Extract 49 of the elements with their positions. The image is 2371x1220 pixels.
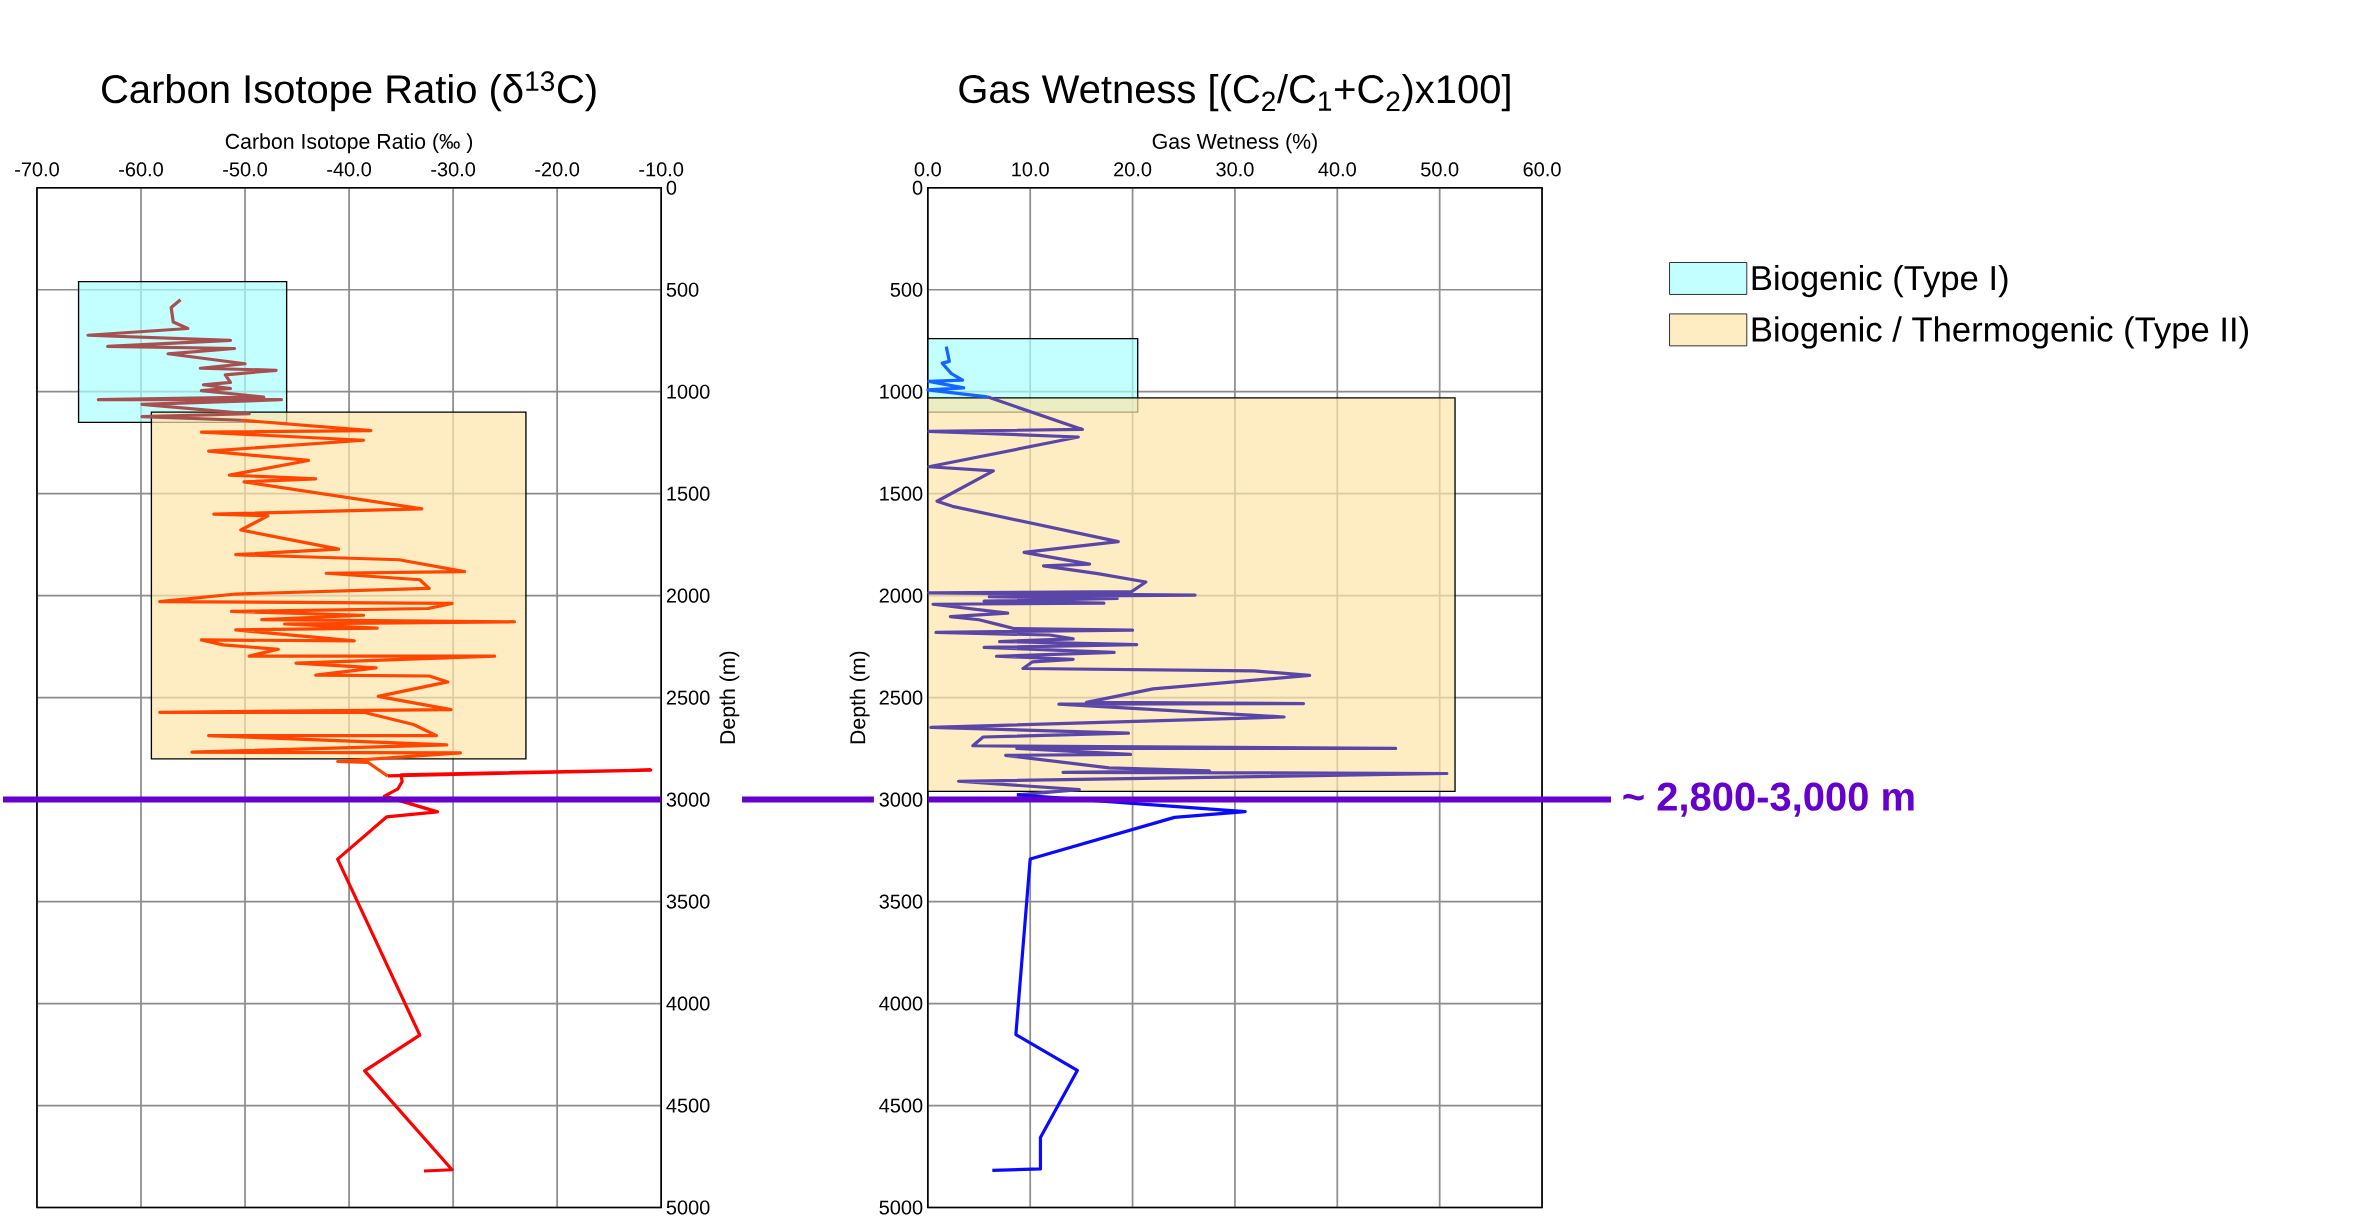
y-tick-label: 1000: [667, 384, 710, 399]
line-series: [86, 297, 284, 422]
line-series: [990, 793, 1247, 1172]
x-tick-label: 0.0: [914, 162, 941, 177]
x-axis-title: Gas Wetness (%): [1152, 133, 1317, 153]
x-tick-label: 30.0: [1216, 162, 1254, 177]
x-tick-label: -40.0: [327, 162, 372, 177]
y-tick-label: 3500: [879, 894, 923, 909]
x-tick-label: 10.0: [1012, 162, 1049, 177]
x-tick-label: -30.0: [431, 162, 476, 177]
y-tick-label: 5000: [666, 1200, 710, 1215]
y-tick-label: 4500: [666, 1098, 710, 1113]
y-tick-label: 500: [890, 282, 923, 297]
y-tick-label: 4500: [879, 1098, 923, 1113]
y-tick-label: 1500: [667, 486, 710, 501]
y-tick-label: 2000: [879, 588, 923, 603]
line-series: [336, 768, 653, 1173]
y-tick-label: 3500: [666, 894, 710, 909]
y-tick-label: 500: [666, 282, 699, 297]
y-tick-label: 4000: [879, 996, 923, 1011]
y-tick-label: 1500: [880, 486, 923, 501]
legend-label: Biogenic (Type I): [1752, 264, 2008, 297]
y-tick-label: 3000: [879, 792, 923, 807]
line-series: [926, 344, 989, 399]
y-axis-title: Depth (m): [719, 651, 740, 744]
x-tick-label: 40.0: [1318, 162, 1356, 177]
ref-line-label: ~ 2,800-3,000 m: [1623, 782, 1914, 817]
y-tick-label: 2500: [879, 690, 923, 705]
chart-title: Carbon Isotope Ratio (δ$^{13}$C): [102, 71, 596, 111]
y-axis-title: Depth (m): [849, 651, 870, 744]
y-tick-label: 4000: [666, 996, 710, 1011]
x-tick-label: -60.0: [119, 162, 163, 177]
x-axis-title: Carbon Isotope Ratio (‰ ): [225, 133, 473, 153]
y-tick-label: 3000: [666, 792, 710, 807]
x-tick-label: 50.0: [1421, 162, 1459, 177]
y-tick-label: 2000: [666, 588, 710, 603]
x-tick-label: -50.0: [223, 162, 267, 177]
y-tick-label: 0: [666, 180, 677, 195]
x-tick-label: 20.0: [1114, 162, 1152, 177]
x-tick-label: -70.0: [15, 162, 59, 177]
legend-label: Biogenic / Thermogenic (Type II): [1752, 316, 2248, 349]
y-tick-label: 1000: [880, 384, 923, 399]
chart-title: Gas Wetness [(C$_{2}$/C$_{1}$+C$_{2}$)x100]: [959, 73, 1510, 111]
y-tick-label: 2500: [666, 690, 710, 705]
x-tick-label: -20.0: [535, 162, 580, 177]
x-tick-label: 60.0: [1523, 162, 1561, 177]
x-tick-label: -10.0: [639, 162, 684, 177]
y-tick-label: 0: [912, 180, 923, 195]
y-tick-label: 5000: [879, 1200, 923, 1215]
